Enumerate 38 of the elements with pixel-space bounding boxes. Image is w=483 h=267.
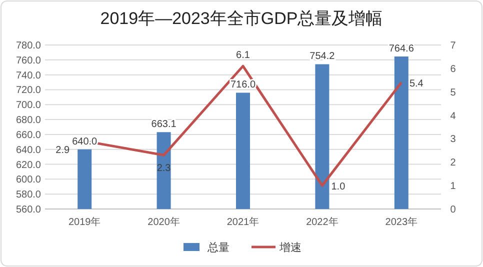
legend-label: 总量 bbox=[206, 241, 230, 254]
y2-tick-label: 5 bbox=[450, 87, 456, 98]
y-tick-label: 680.0 bbox=[16, 115, 42, 126]
y-tick-label: 600.0 bbox=[16, 174, 42, 186]
y2-tick-label: 0 bbox=[450, 204, 456, 216]
y-tick-label: 660.0 bbox=[16, 130, 42, 141]
data-label: 764.6 bbox=[388, 43, 414, 54]
x-tick-label: 2023年 bbox=[385, 216, 418, 228]
y-tick-label: 740.0 bbox=[16, 70, 42, 82]
y-tick-label: 640.0 bbox=[16, 144, 42, 156]
y-tick-label: 580.0 bbox=[16, 190, 42, 201]
y2-tick-label: 7 bbox=[450, 40, 456, 52]
x-tick-label: 2021年 bbox=[226, 216, 260, 228]
x-tick-label: 2020年 bbox=[148, 216, 180, 228]
chart-title: 2019年—2023年全市GDP总量及增幅 bbox=[100, 9, 383, 28]
y-tick-label: 560.0 bbox=[16, 204, 42, 216]
data-label: 2.3 bbox=[156, 163, 172, 174]
y-tick-label: 700.0 bbox=[16, 100, 42, 112]
data-label: 663.1 bbox=[151, 119, 177, 130]
y-tick-label: 780.0 bbox=[16, 40, 42, 52]
legend-label: 增速 bbox=[278, 241, 302, 254]
data-label: 6.1 bbox=[236, 50, 250, 62]
y2-tick-label: 6 bbox=[450, 64, 456, 75]
data-label: 716.0 bbox=[230, 80, 256, 91]
data-label: 1.0 bbox=[331, 182, 346, 193]
y2-tick-label: 1 bbox=[450, 181, 456, 192]
y2-tick-label: 2 bbox=[450, 158, 456, 169]
y-tick-label: 760.0 bbox=[16, 55, 42, 66]
y2-tick-label: 4 bbox=[450, 110, 456, 122]
y2-tick-label: 3 bbox=[450, 134, 456, 146]
x-tick-label: 2022年 bbox=[306, 216, 338, 228]
data-label: 640.0 bbox=[72, 136, 98, 148]
y-tick-label: 620.0 bbox=[16, 160, 42, 171]
data-label: 5.4 bbox=[409, 78, 424, 90]
x-tick-label: 2019年 bbox=[68, 216, 101, 228]
data-label: 2.9 bbox=[56, 145, 70, 156]
data-label: 754.2 bbox=[310, 51, 336, 62]
y-tick-label: 720.0 bbox=[16, 85, 42, 96]
